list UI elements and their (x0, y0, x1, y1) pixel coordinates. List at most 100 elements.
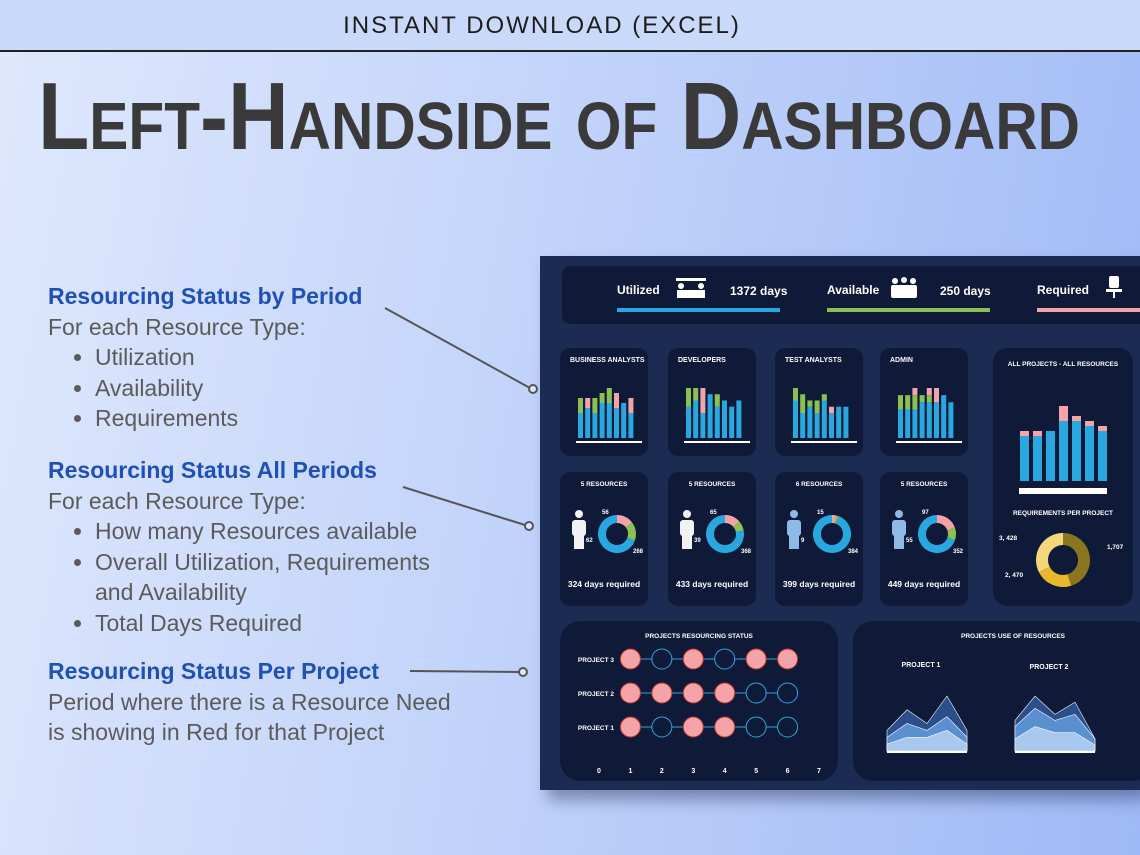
kpi-underline (617, 308, 780, 312)
donut-label: 1,707 (1107, 544, 1124, 551)
baseline (791, 441, 857, 443)
donut-segment (724, 515, 740, 528)
card-title: 6 RESOURCES (796, 481, 843, 488)
bar-utilized (1098, 431, 1107, 481)
bar-required (1033, 431, 1042, 436)
bar-required (614, 393, 619, 408)
donut-segment (834, 515, 839, 524)
bar-utilized (926, 402, 932, 438)
person-body (680, 520, 694, 536)
kpi-label: Required (1037, 283, 1089, 297)
person-body (892, 520, 906, 536)
donut-segment (918, 515, 956, 553)
bar-available (599, 393, 605, 403)
connector-dot (518, 667, 528, 677)
status-dot (777, 682, 799, 704)
card-footer: 433 days required (676, 579, 748, 589)
donut-label: 352 (953, 549, 964, 555)
bar-available (592, 398, 598, 413)
card (853, 621, 1140, 781)
note: Resourcing Status by Period For each Res… (48, 281, 465, 434)
bar-utilized (722, 400, 727, 438)
bar-utilized (628, 413, 634, 438)
status-dot (745, 716, 767, 738)
note-line: Period where there is a Resource Need (48, 688, 451, 715)
person-body (572, 520, 586, 536)
area (886, 730, 968, 752)
bar-utilized (912, 409, 918, 438)
note-bullet: Total Days Required (95, 608, 465, 639)
dashboard: Utilized 1372 days Available 250 days Requir… (540, 256, 1140, 790)
person-head (575, 510, 583, 518)
donut-label: 384 (848, 549, 859, 555)
bar-utilized (700, 413, 706, 438)
bar-utilized (941, 395, 947, 438)
icon (891, 285, 917, 298)
bar-utilized (843, 406, 849, 438)
person-legs (789, 535, 799, 549)
bar-utilized (599, 403, 605, 438)
person-legs (574, 535, 584, 549)
donut-label: 2, 470 (1005, 572, 1023, 579)
bar-utilized (898, 409, 903, 438)
icon (892, 278, 898, 284)
note-intro: For each Resource Type: (48, 313, 306, 340)
bar-utilized (905, 409, 911, 438)
bar-utilized (693, 400, 699, 438)
icon (901, 277, 907, 283)
bar-utilized (606, 403, 612, 438)
bar-available (912, 395, 918, 410)
x-tick-label: 5 (754, 768, 758, 775)
bar-utilized (948, 402, 954, 438)
bar-required (912, 388, 918, 396)
card-title: TEST ANALYSTS (785, 357, 842, 364)
bar-required (1020, 431, 1029, 436)
bar-required (700, 388, 706, 413)
x-tick-label: 6 (786, 768, 790, 775)
bar-utilized (934, 402, 939, 438)
icon (1113, 292, 1115, 298)
bar-available (807, 400, 813, 407)
donut-label: 3, 428 (999, 535, 1017, 542)
icon (698, 283, 704, 289)
card-title: 5 RESOURCES (581, 481, 628, 488)
banner-text: INSTANT DOWNLOAD (EXCEL) (343, 12, 741, 39)
bar-utilized (814, 413, 820, 438)
person-head (895, 510, 903, 518)
note-heading: Resourcing Status All Periods (48, 457, 377, 483)
note-bullet: Availability (95, 373, 465, 404)
card-footer: 449 days required (888, 579, 960, 589)
status-dot (682, 648, 704, 670)
x-tick-label: 2 (660, 768, 664, 775)
bar-utilized (621, 403, 627, 438)
status-dot (651, 716, 673, 738)
donut-label: 97 (922, 510, 929, 516)
bar-available (898, 395, 903, 410)
note-bullet: Overall Utilization, Requirements and Av… (95, 547, 465, 608)
note-bullet: Utilization (95, 342, 465, 373)
bar-utilized (807, 406, 813, 438)
card-footer: 324 days required (568, 579, 640, 589)
donut-label: 39 (694, 538, 701, 544)
card-title: ALL PROJECTS - ALL RESOURCES (1008, 361, 1119, 368)
bar-utilized (686, 406, 691, 438)
connector-dot (524, 521, 534, 531)
donut-label: 9 (801, 538, 805, 544)
bar-utilized (821, 400, 827, 438)
person-head (683, 510, 691, 518)
kpi-value: 250 days (940, 284, 991, 298)
bar-available (714, 394, 720, 407)
bar-utilized (614, 408, 619, 438)
x-tick-label: 3 (691, 768, 695, 775)
bar-utilized (592, 413, 598, 438)
icon (677, 290, 705, 298)
project-label: PROJECT 1 (902, 662, 941, 669)
donut-label: 65 (710, 510, 717, 516)
bar-utilized (1020, 436, 1029, 481)
bar-required (1098, 426, 1107, 431)
note-list: Utilization Availability Requirements (48, 342, 465, 434)
status-dot (777, 716, 799, 738)
bar-required (926, 388, 932, 396)
status-dot (619, 716, 641, 738)
